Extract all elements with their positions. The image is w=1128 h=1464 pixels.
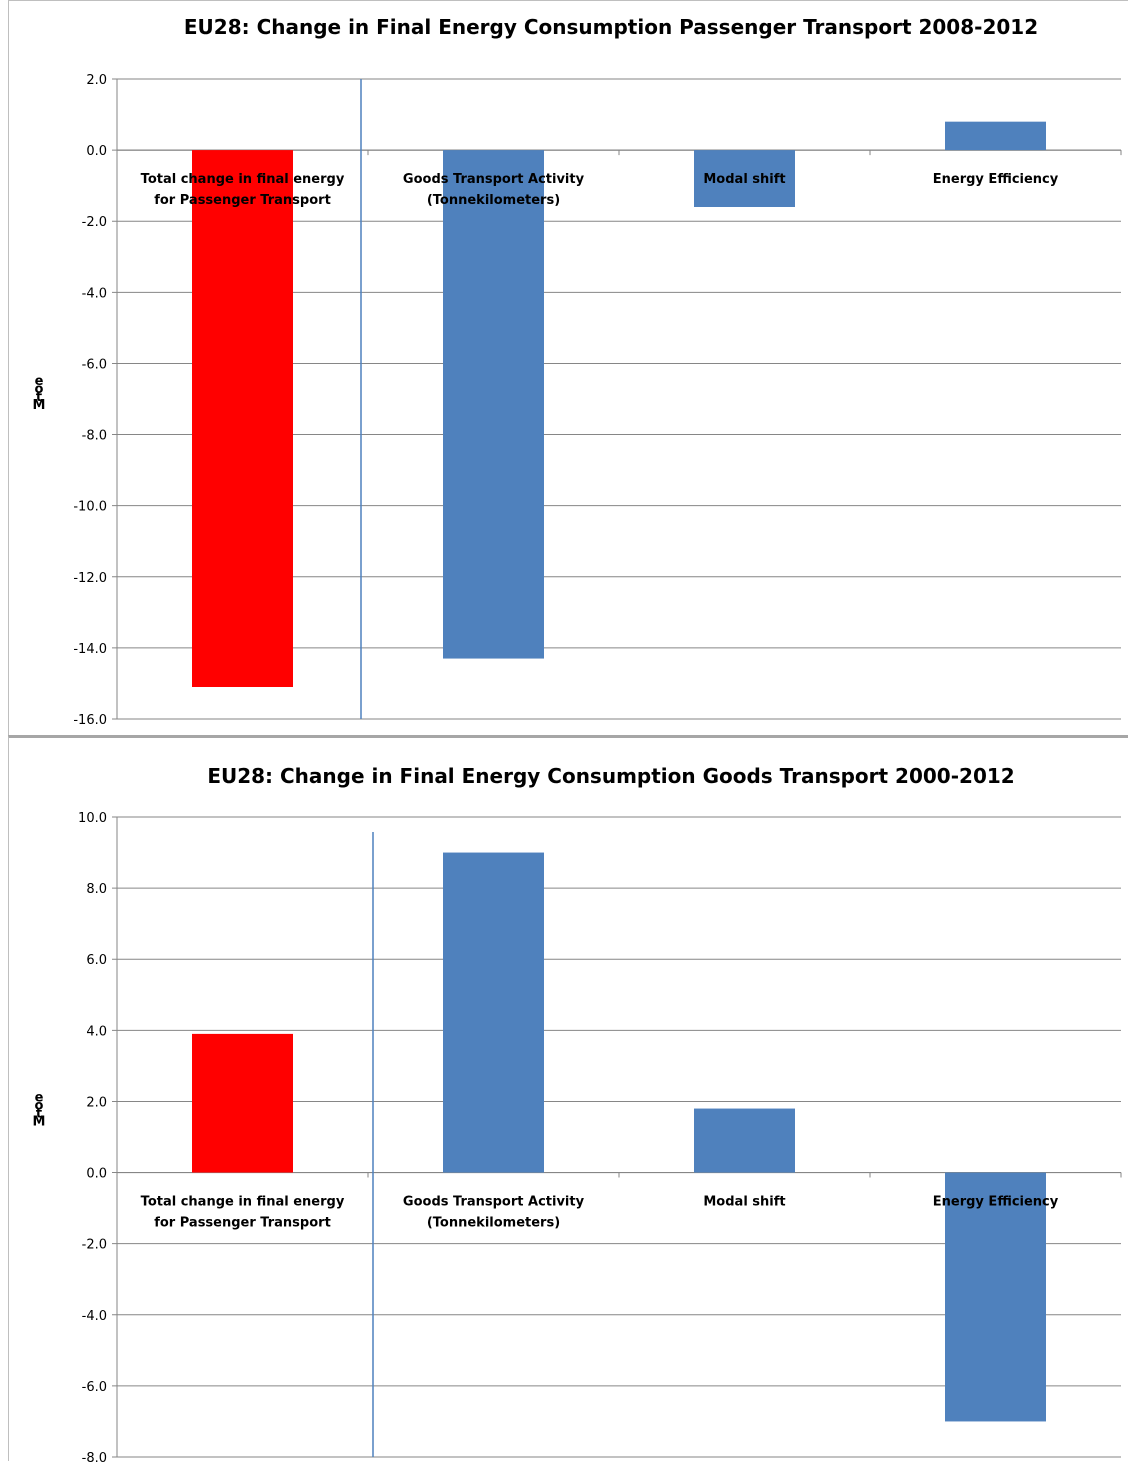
bar-2 [443,852,544,1173]
y-tick-label: -10.0 [73,500,107,515]
y-tick-label: -12.0 [73,571,107,586]
chart-panel-goods: EU28: Change in Final Energy Consumption… [8,735,1128,1464]
y-tick-label: 8.0 [86,882,107,897]
y-tick-label: 2.0 [86,1095,107,1110]
y-tick-label: -4.0 [82,1309,107,1324]
y-axis-label-char: M [33,1114,46,1129]
category-label: (Tonnekilometers) [427,1216,560,1231]
category-label: for Passenger Transport [154,193,331,208]
y-tick-label: 10.0 [78,811,107,826]
y-tick-label: -2.0 [82,1238,107,1253]
y-tick-label: 0.0 [86,144,107,159]
category-label: Goods Transport Activity [403,1195,585,1210]
bar-3 [694,1108,795,1173]
bar-4 [945,121,1046,151]
y-tick-label: -14.0 [73,642,107,657]
category-label: Modal shift [703,1195,785,1210]
category-label: Energy Efficiency [933,172,1059,187]
y-axis-label-char: M [33,398,46,413]
bar-2 [443,150,544,659]
bar-4 [945,1172,1046,1422]
category-label: (Tonnekilometers) [427,193,560,208]
y-tick-label: 4.0 [86,1024,107,1039]
y-tick-label: -2.0 [82,215,107,230]
chart-passenger-transport: EU28: Change in Final Energy Consumption… [33,15,1122,728]
category-label: Total change in final energy [141,172,345,187]
bar-1 [192,1033,293,1173]
bar-3 [694,150,795,207]
y-axis-label-char: e [35,374,44,389]
chart-title: EU28: Change in Final Energy Consumption… [207,764,1014,788]
y-axis-label-char: t [36,1106,42,1121]
y-tick-label: -16.0 [73,713,107,728]
y-tick-label: -6.0 [82,357,107,372]
category-label: Energy Efficiency [933,1195,1059,1210]
chart-goods-transport: EU28: Change in Final Energy Consumption… [33,764,1122,1464]
chart-panel-passenger: EU28: Change in Final Energy Consumption… [8,0,1128,735]
y-tick-label: -4.0 [82,286,107,301]
bar-1 [192,150,293,688]
category-label: Total change in final energy [141,1195,345,1210]
category-label: Goods Transport Activity [403,172,585,187]
category-label: for Passenger Transport [154,1216,331,1231]
y-axis-label-char: o [35,1098,44,1113]
y-tick-label: -6.0 [82,1380,107,1395]
y-axis-label-char: o [35,382,44,397]
y-tick-label: -8.0 [82,1451,107,1464]
y-tick-label: 0.0 [86,1167,107,1182]
chart-title: EU28: Change in Final Energy Consumption… [184,15,1038,39]
y-tick-label: 2.0 [86,73,107,88]
y-axis-label-char: e [35,1090,44,1105]
y-tick-label: 6.0 [86,953,107,968]
category-label: Modal shift [703,172,785,187]
y-axis-label-char: t [36,390,42,405]
y-tick-label: -8.0 [82,429,107,444]
